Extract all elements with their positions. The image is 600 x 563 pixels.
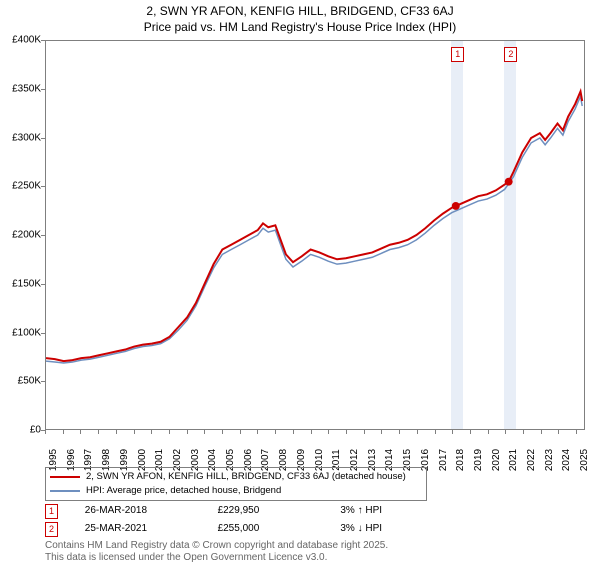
y-tick-label: £100K: [12, 327, 41, 338]
x-tick-mark: [488, 430, 489, 434]
legend-label-hpi: HPI: Average price, detached house, Brid…: [86, 484, 281, 498]
x-tick-mark: [63, 430, 64, 434]
x-tick-mark: [452, 430, 453, 434]
footnote-2: This data is licensed under the Open Gov…: [45, 552, 585, 563]
x-tick-mark: [257, 430, 258, 434]
sale-date-1: 26-MAR-2018: [85, 504, 215, 518]
y-tick-label: £0: [30, 425, 41, 436]
series-line-hpi: [46, 96, 582, 363]
chart-title-main: 2, SWN YR AFON, KENFIG HILL, BRIDGEND, C…: [0, 4, 600, 18]
x-tick-mark: [311, 430, 312, 434]
sale-marker-2: 2: [45, 522, 58, 537]
x-tick-mark: [576, 430, 577, 434]
plot-svg: [46, 41, 584, 429]
x-tick-label: 2020: [491, 449, 502, 471]
x-tick-label: 2025: [579, 449, 590, 471]
x-tick-mark: [98, 430, 99, 434]
sale-row-2: 2 25-MAR-2021 £255,000 3% ↓ HPI: [45, 522, 585, 536]
y-tick-mark: [41, 186, 45, 187]
x-tick-mark: [80, 430, 81, 434]
x-tick-mark: [558, 430, 559, 434]
sale-dot: [505, 178, 513, 186]
x-tick-mark: [364, 430, 365, 434]
x-tick-mark: [523, 430, 524, 434]
plot-area: 12: [45, 40, 585, 430]
x-tick-mark: [346, 430, 347, 434]
sale-marker-1: 1: [45, 504, 58, 519]
sale-delta-1: 3% ↑ HPI: [340, 504, 382, 518]
y-tick-mark: [41, 89, 45, 90]
y-tick-mark: [41, 284, 45, 285]
x-tick-mark: [222, 430, 223, 434]
y-tick-label: £200K: [12, 230, 41, 241]
x-tick-mark: [204, 430, 205, 434]
sale-row-1: 1 26-MAR-2018 £229,950 3% ↑ HPI: [45, 504, 585, 518]
sale-marker-label: 1: [451, 47, 464, 62]
x-tick-label: 2019: [473, 449, 484, 471]
x-tick-mark: [381, 430, 382, 434]
legend-swatch-property: [50, 476, 80, 479]
x-tick-label: 2021: [508, 449, 519, 471]
x-tick-mark: [435, 430, 436, 434]
x-tick-label: 2018: [455, 449, 466, 471]
chart-title-sub: Price paid vs. HM Land Registry's House …: [0, 20, 600, 34]
series-line-property: [46, 91, 582, 361]
x-tick-mark: [328, 430, 329, 434]
sale-marker-label: 2: [504, 47, 517, 62]
x-axis-labels: 1995199619971998199920002001200220032004…: [45, 430, 585, 462]
legend-box: 2, SWN YR AFON, KENFIG HILL, BRIDGEND, C…: [45, 467, 427, 501]
chart-container: 2, SWN YR AFON, KENFIG HILL, BRIDGEND, C…: [0, 0, 600, 560]
sale-date-2: 25-MAR-2021: [85, 522, 215, 536]
x-tick-mark: [417, 430, 418, 434]
y-tick-label: £400K: [12, 35, 41, 46]
sale-delta-2: 3% ↓ HPI: [340, 522, 382, 536]
x-tick-mark: [541, 430, 542, 434]
x-tick-mark: [275, 430, 276, 434]
sale-dot: [452, 202, 460, 210]
x-tick-label: 2017: [438, 449, 449, 471]
legend-swatch-hpi: [50, 490, 80, 492]
y-tick-label: £150K: [12, 278, 41, 289]
y-tick-mark: [41, 40, 45, 41]
y-tick-label: £250K: [12, 181, 41, 192]
sale-price-2: £255,000: [218, 522, 338, 536]
legend-label-property: 2, SWN YR AFON, KENFIG HILL, BRIDGEND, C…: [86, 470, 406, 484]
x-tick-label: 2022: [526, 449, 537, 471]
x-tick-mark: [505, 430, 506, 434]
x-tick-mark: [187, 430, 188, 434]
x-tick-mark: [399, 430, 400, 434]
x-tick-mark: [116, 430, 117, 434]
x-tick-mark: [293, 430, 294, 434]
x-tick-mark: [45, 430, 46, 434]
y-tick-label: £50K: [18, 376, 41, 387]
y-tick-mark: [41, 138, 45, 139]
x-tick-label: 2024: [561, 449, 572, 471]
legend-row-hpi: HPI: Average price, detached house, Brid…: [50, 484, 422, 498]
y-axis-labels: £0£50K£100K£150K£200K£250K£300K£350K£400…: [0, 40, 43, 430]
footnote-1: Contains HM Land Registry data © Crown c…: [45, 540, 585, 551]
x-tick-mark: [169, 430, 170, 434]
x-tick-mark: [470, 430, 471, 434]
y-tick-mark: [41, 381, 45, 382]
y-tick-mark: [41, 333, 45, 334]
y-tick-mark: [41, 235, 45, 236]
legend-row-property: 2, SWN YR AFON, KENFIG HILL, BRIDGEND, C…: [50, 470, 422, 484]
x-tick-label: 2023: [544, 449, 555, 471]
x-tick-mark: [134, 430, 135, 434]
x-tick-mark: [151, 430, 152, 434]
x-tick-mark: [240, 430, 241, 434]
y-tick-label: £300K: [12, 132, 41, 143]
sale-price-1: £229,950: [218, 504, 338, 518]
y-tick-label: £350K: [12, 83, 41, 94]
